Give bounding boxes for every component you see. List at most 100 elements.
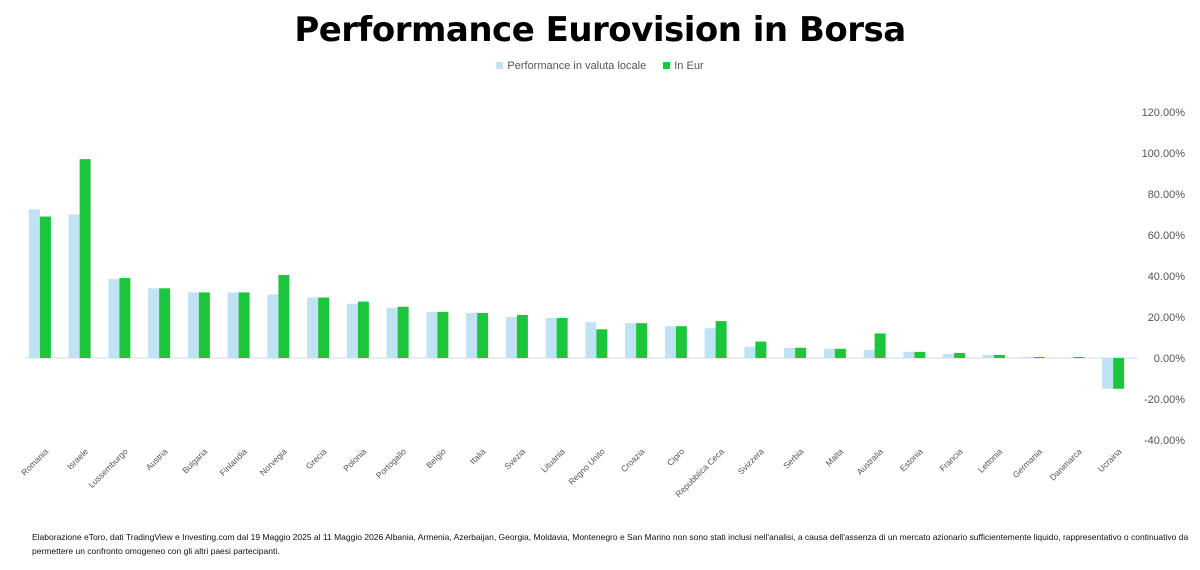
source-footnote: Elaborazione eToro, dati TradingView e I… (32, 532, 1189, 556)
bar-local-currency (1022, 356, 1034, 358)
bar-local-currency (625, 323, 637, 358)
bar-eur (437, 311, 449, 358)
bar-eur (834, 348, 846, 358)
legend-item-local: Performance in valuta locale (496, 60, 646, 72)
bar-local-currency (426, 311, 438, 358)
bar-eur (119, 278, 131, 358)
bar-local-currency (466, 312, 478, 358)
x-category-label: Romania (19, 446, 50, 477)
bar-eur (1073, 356, 1085, 358)
bar-local-currency (823, 348, 835, 358)
x-category-label: Norvegia (258, 446, 289, 477)
x-category-label: Regno Unito (566, 446, 607, 487)
bar-local-currency (307, 297, 319, 358)
bar-local-currency (346, 303, 358, 358)
bar-eur (39, 216, 51, 358)
bar-local-currency (386, 307, 398, 358)
legend-item-eur: In Eur (663, 60, 704, 72)
x-category-label: Italia (468, 446, 488, 466)
y-tick-label: 40.00% (1148, 271, 1186, 283)
x-category-label: Bulgaria (180, 446, 209, 475)
y-tick-label: 100.00% (1142, 148, 1186, 160)
bar-local-currency (28, 209, 40, 358)
bar-local-currency (187, 292, 199, 358)
y-tick-label: -40.00% (1144, 435, 1185, 447)
bar-eur (397, 306, 409, 358)
x-category-label: Ucraina (1096, 446, 1124, 474)
x-category-label: Israele (65, 446, 90, 471)
legend-swatch-local (496, 62, 504, 69)
bar-eur (278, 274, 290, 358)
bar-local-currency (267, 294, 279, 358)
bar-local-currency (784, 347, 796, 358)
bar-local-currency (108, 279, 120, 358)
bar-local-currency (664, 326, 676, 358)
y-tick-label: -20.00% (1144, 394, 1185, 406)
x-category-label: Australia (855, 446, 886, 477)
x-category-label: Danimarca (1048, 446, 1084, 482)
bar-eur (914, 351, 926, 358)
x-category-label: Lituania (539, 446, 567, 474)
bar-local-currency (982, 354, 994, 358)
legend-swatch-eur (663, 62, 671, 69)
bar-eur (1113, 358, 1125, 389)
x-category-label: Cipro (665, 446, 687, 468)
legend-label-eur: In Eur (674, 60, 704, 72)
bar-local-currency (148, 288, 160, 358)
chart-title: Performance Eurovision in Borsa (294, 10, 906, 50)
bar-eur (715, 321, 727, 358)
bar-eur (596, 329, 608, 358)
chart-legend: Performance in valuta locale In Eur (0, 60, 1200, 72)
bar-local-currency (68, 214, 80, 358)
x-category-label: Germania (1011, 446, 1045, 480)
bar-local-currency (704, 328, 716, 358)
bar-eur (993, 354, 1005, 358)
x-category-label: Finlandia (218, 446, 250, 478)
x-category-label: Polonia (341, 446, 368, 473)
y-tick-label: 120.00% (1142, 107, 1186, 119)
y-tick-label: 0.00% (1154, 353, 1185, 365)
x-category-label: Belgio (424, 446, 448, 470)
bar-eur (1033, 356, 1045, 358)
y-tick-label: 20.00% (1148, 312, 1186, 324)
bar-local-currency (545, 318, 557, 358)
bar-local-currency (943, 353, 955, 358)
x-category-label: Francia (937, 446, 964, 473)
x-category-label: Lussemburgo (86, 446, 130, 490)
bar-eur (755, 341, 767, 358)
x-category-label: Estonia (898, 446, 925, 473)
bar-eur (675, 326, 687, 358)
bar-eur (636, 323, 648, 358)
x-category-label: Svizzera (736, 446, 766, 476)
bar-local-currency (1062, 357, 1074, 359)
bar-local-currency (903, 351, 915, 358)
x-category-label: Austria (144, 446, 170, 472)
bar-chart: 120.00% 100.00% 80.00% 60.00% 40.00% 20.00% 0.… (19, 107, 1186, 499)
bar-local-currency (863, 349, 875, 358)
x-category-label: Serbia (781, 446, 806, 471)
bar-eur (198, 292, 210, 358)
bar-eur (795, 347, 807, 358)
bar-local-currency (744, 346, 756, 358)
x-category-label: Malta (824, 446, 846, 468)
bar-eur (159, 288, 171, 358)
y-tick-label: 60.00% (1148, 230, 1186, 242)
bar-local-currency (227, 292, 239, 358)
y-tick-label: 80.00% (1148, 189, 1186, 201)
bar-eur (79, 159, 91, 358)
bar-eur (318, 297, 330, 358)
x-category-label: Svezia (502, 446, 527, 471)
x-category-label: Lettonia (976, 446, 1005, 475)
legend-label-local: Performance in valuta locale (507, 60, 647, 72)
bar-eur (477, 312, 489, 358)
bar-local-currency (1102, 358, 1114, 389)
bar-local-currency (505, 317, 517, 358)
x-category-label: Grecia (304, 446, 329, 471)
x-category-label: Portogallo (374, 446, 408, 480)
bar-local-currency (585, 322, 597, 358)
bar-eur (874, 333, 886, 358)
bar-eur (238, 292, 250, 358)
x-category-label: Croazia (619, 446, 647, 474)
bar-eur (516, 314, 528, 358)
bar-eur (556, 318, 568, 358)
